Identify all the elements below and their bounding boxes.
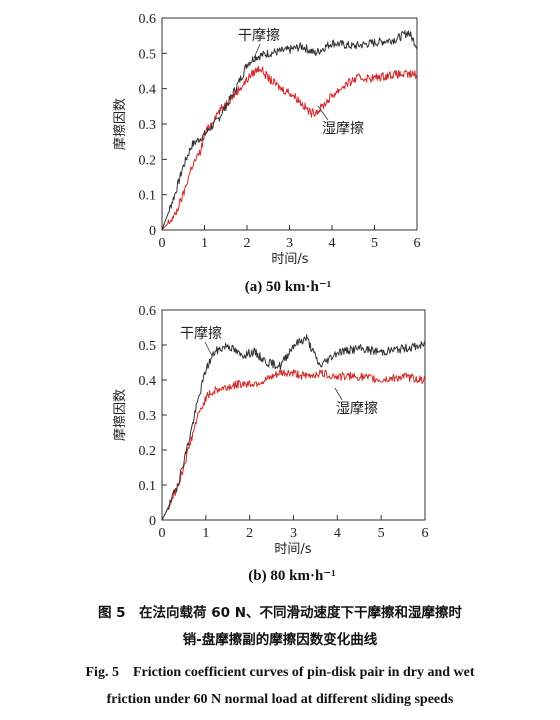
chart-b-y-tick-label: 0.4 bbox=[139, 374, 157, 389]
chart-b-series-dry-line bbox=[161, 334, 426, 521]
chart-b-y-tick-label: 0.2 bbox=[139, 444, 157, 459]
chart-a-x-ticks: 0 1 2 3 4 5 6 bbox=[159, 225, 421, 251]
chart-b-wet-label: 湿摩擦 bbox=[336, 400, 378, 417]
chart-a-subtitle: (a) 50 km·h⁻¹ bbox=[245, 279, 332, 295]
chart-b-series-wet-line bbox=[161, 369, 426, 521]
chart-b-series bbox=[161, 334, 426, 521]
chart-b-x-tick-label: 3 bbox=[290, 526, 297, 541]
chart-a-x-tick-label: 6 bbox=[414, 236, 421, 251]
chart-b-subtitle: (b) 80 km·h⁻¹ bbox=[248, 568, 335, 584]
chart-a-y-ticks: 0 0.1 0.2 0.3 0.4 0.5 0.6 bbox=[139, 12, 167, 239]
chart-b-x-tick-label: 0 bbox=[159, 526, 166, 541]
chart-b-y-tick-label: 0.6 bbox=[139, 304, 157, 319]
chart-a-dry-leader bbox=[253, 43, 261, 59]
chart-a-x-axis-label: 时间/s bbox=[271, 252, 308, 267]
chart-b-y-axis-label: 摩擦因数 bbox=[112, 389, 128, 441]
chart-b-wet-leader bbox=[334, 387, 343, 401]
chart-a-x-tick-label: 3 bbox=[286, 236, 293, 251]
chart-a-y-tick-label: 0.4 bbox=[139, 83, 157, 98]
chart-a-wet-leader bbox=[317, 105, 329, 121]
caption-en-line-1: Fig. 5 Friction coefficient curves of pi… bbox=[86, 665, 475, 680]
chart-b-dry-leader bbox=[204, 341, 213, 357]
chart-a-y-tick-label: 0 bbox=[149, 224, 156, 239]
chart-a-dry-label: 干摩擦 bbox=[238, 27, 280, 44]
chart-b-x-tick-label: 2 bbox=[246, 526, 253, 541]
chart-b: 0 1 2 3 4 5 6 0 0.1 0.2 0.3 0.4 0.5 0.6 摩擦因数 时间/s (b… bbox=[112, 304, 429, 584]
chart-a-series-wet-line bbox=[161, 65, 418, 231]
chart-b-dry-label: 干摩擦 bbox=[180, 325, 222, 342]
chart-a-y-tick-label: 0.1 bbox=[139, 189, 157, 204]
chart-a-y-tick-label: 0.2 bbox=[139, 153, 157, 168]
caption-zh-line-2: 销-盘摩擦副的摩擦因数变化曲线 bbox=[183, 631, 378, 648]
chart-a-y-axis-label: 摩擦因数 bbox=[112, 98, 128, 150]
chart-a: 0 1 2 3 4 5 6 0 0.1 0.2 0.3 0.4 0.5 0.6 摩擦因数 时间/s (a… bbox=[112, 12, 421, 295]
caption-zh-line-1: 图 5 在法向载荷 60 N、不同滑动速度下干摩擦和湿摩擦时 bbox=[98, 604, 463, 621]
chart-a-y-tick-label: 0.6 bbox=[139, 12, 157, 27]
chart-a-series-dry-line bbox=[161, 30, 418, 231]
chart-b-y-tick-label: 0.1 bbox=[139, 479, 157, 494]
chart-a-x-tick-label: 1 bbox=[201, 236, 208, 251]
chart-b-y-tick-label: 0.3 bbox=[139, 409, 157, 424]
caption-en-line-2: friction under 60 N normal load at diffe… bbox=[107, 692, 454, 707]
chart-a-series bbox=[161, 30, 418, 231]
chart-b-x-axis-label: 时间/s bbox=[274, 542, 311, 557]
chart-b-x-tick-label: 6 bbox=[422, 526, 429, 541]
chart-b-x-ticks: 0 1 2 3 4 5 6 bbox=[159, 515, 429, 541]
chart-a-wet-label: 湿摩擦 bbox=[322, 120, 364, 137]
chart-b-x-tick-label: 1 bbox=[202, 526, 209, 541]
chart-b-x-tick-label: 4 bbox=[334, 526, 341, 541]
chart-b-y-tick-label: 0 bbox=[149, 514, 156, 529]
chart-a-x-tick-label: 5 bbox=[371, 236, 378, 251]
chart-a-y-tick-label: 0.3 bbox=[139, 118, 157, 133]
chart-a-x-tick-label: 0 bbox=[159, 236, 166, 251]
chart-b-y-ticks: 0 0.1 0.2 0.3 0.4 0.5 0.6 bbox=[139, 304, 167, 529]
chart-a-x-tick-label: 4 bbox=[329, 236, 336, 251]
chart-a-y-tick-label: 0.5 bbox=[139, 47, 157, 62]
chart-b-y-tick-label: 0.5 bbox=[139, 339, 157, 354]
chart-a-x-tick-label: 2 bbox=[244, 236, 251, 251]
chart-b-x-tick-label: 5 bbox=[378, 526, 385, 541]
